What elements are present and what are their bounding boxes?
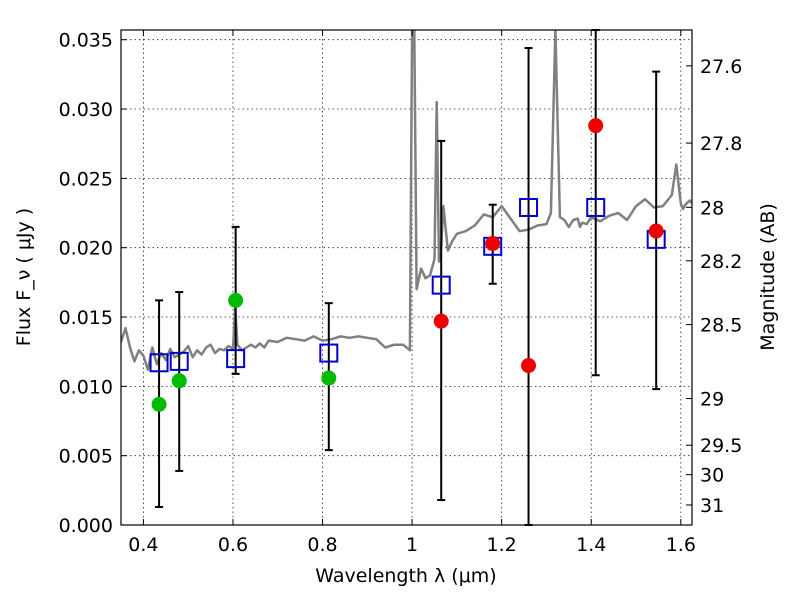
x-tick-label: 0.8 [307,534,337,556]
y2-tick-label: 30 [700,465,724,487]
photometry-point [321,370,337,386]
photometry-point [521,358,537,374]
model-band-square [319,343,339,363]
x-tick-label: 0.4 [128,534,158,556]
spectrum-layer [121,30,692,371]
y-tick-label: 0.020 [59,238,113,260]
x-axis-title: Wavelength λ (μm) [315,565,496,587]
model-band-square [586,197,606,217]
photometry-point [433,313,449,329]
ticks-layer: 0.4 0.6 0.8 1 1.2 1.4 1.6 0.000 0.005 0.010 0.015 0… [59,30,743,556]
y2-tick-label: 27.8 [700,133,742,155]
y2-tick-label: 31 [700,495,724,517]
y2-tick-label: 27.6 [700,56,742,78]
model-band-square [431,275,451,295]
y2-tick-label: 29 [700,389,724,411]
model-spectrum-line [121,30,692,371]
model-band-square [169,351,189,371]
model-band-square [149,353,169,373]
y2-tick-label: 28 [700,197,724,219]
x-tick-label: 1.4 [576,534,606,556]
photometry-point [228,292,244,308]
y-tick-label: 0.005 [59,446,113,468]
y-tick-label: 0.025 [59,168,113,190]
photometry-point [588,118,604,134]
x-tick-label: 0.6 [218,534,248,556]
photometry-point [151,396,167,412]
plot-frame [120,29,693,526]
y-tick-label: 0.010 [59,376,113,398]
y-tick-label: 0.035 [59,30,113,52]
y2-tick-label: 28.2 [700,251,742,273]
photometry-point [648,223,664,239]
model-band-square [519,197,539,217]
x-tick-label: 1.2 [487,534,517,556]
x-tick-label: 1.6 [666,534,696,556]
photometry-point [485,236,501,252]
marker-layer [149,118,666,412]
y-axis-title: Flux F_ν ( μJy ) [13,208,35,346]
y2-axis-title: Magnitude (AB) [757,203,779,351]
y2-tick-label: 28.5 [700,315,742,337]
y-tick-label: 0.015 [59,307,113,329]
photometry-point [171,373,187,389]
y2-tick-label: 29.5 [700,435,742,457]
model-band-square [226,349,246,369]
y-tick-label: 0.000 [59,515,113,537]
y-tick-label: 0.030 [59,99,113,121]
errorbar-layer [155,29,661,526]
x-tick-label: 1 [406,534,418,556]
